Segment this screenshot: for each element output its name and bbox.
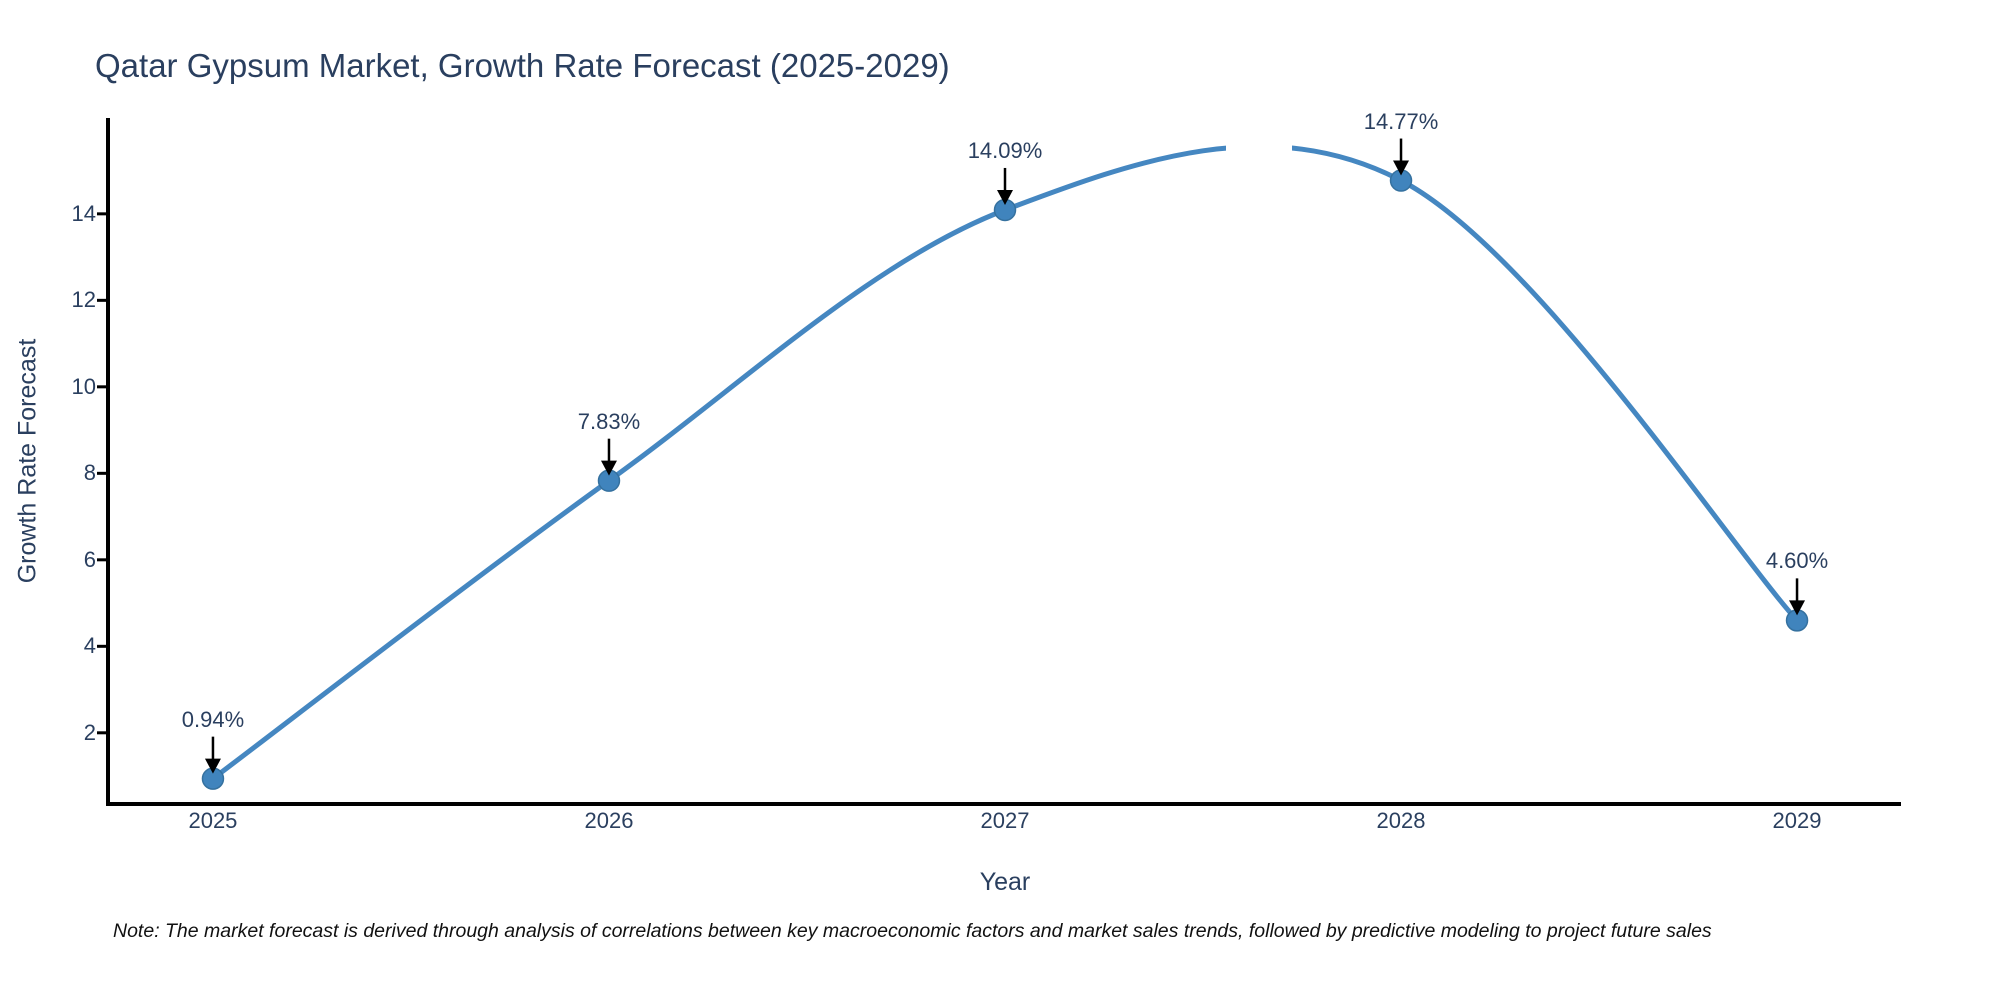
chart-title: Qatar Gypsum Market, Growth Rate Forecas… [95,47,950,84]
annotation-arrowhead [997,189,1013,205]
y-axis-tick-mark [97,731,106,735]
annotation-arrowhead [600,460,617,476]
y-tick-label: 8 [83,460,96,486]
data-point-value-label: 7.83% [577,408,641,434]
y-axis-tick-mark [97,471,106,475]
x-tick-label: 2025 [188,808,238,833]
x-tick-label: 2029 [1772,808,1822,833]
chart-footnote: Note: The market forecast is derived thr… [113,920,1712,942]
x-tick-label: 2027 [980,808,1030,833]
y-tick-label: 4 [83,633,96,659]
annotation-arrowhead [1789,600,1806,616]
annotation-arrowhead [1393,160,1410,176]
annotation-arrowhead [204,758,221,774]
y-axis-tick-mark [97,212,106,216]
y-axis-tick-mark [97,385,106,389]
data-point-value-label: 14.09% [967,137,1043,163]
x-tick-label: 2028 [1376,808,1426,833]
y-axis-tick-mark [97,298,106,302]
x-tick-label: 2026 [584,808,634,833]
curve-gap-mask [1226,134,1292,182]
x-axis-line [106,802,1901,806]
y-tick-label: 10 [71,373,96,399]
data-point-value-label: 4.60% [1765,548,1829,574]
data-point-value-label: 0.94% [181,706,245,732]
y-axis-tick-mark [97,558,106,562]
y-tick-label: 2 [83,719,96,745]
y-axis-line [106,118,110,806]
y-tick-label: 6 [83,546,96,572]
y-axis-title: Growth Rate Forecast [13,338,42,584]
y-tick-label: 14 [71,200,96,226]
data-point-value-label: 14.77% [1363,108,1439,134]
forecast-spline-line [210,144,1800,782]
y-axis-tick-mark [97,644,106,648]
y-tick-label: 12 [71,287,96,313]
x-axis-title: Year [979,868,1031,896]
